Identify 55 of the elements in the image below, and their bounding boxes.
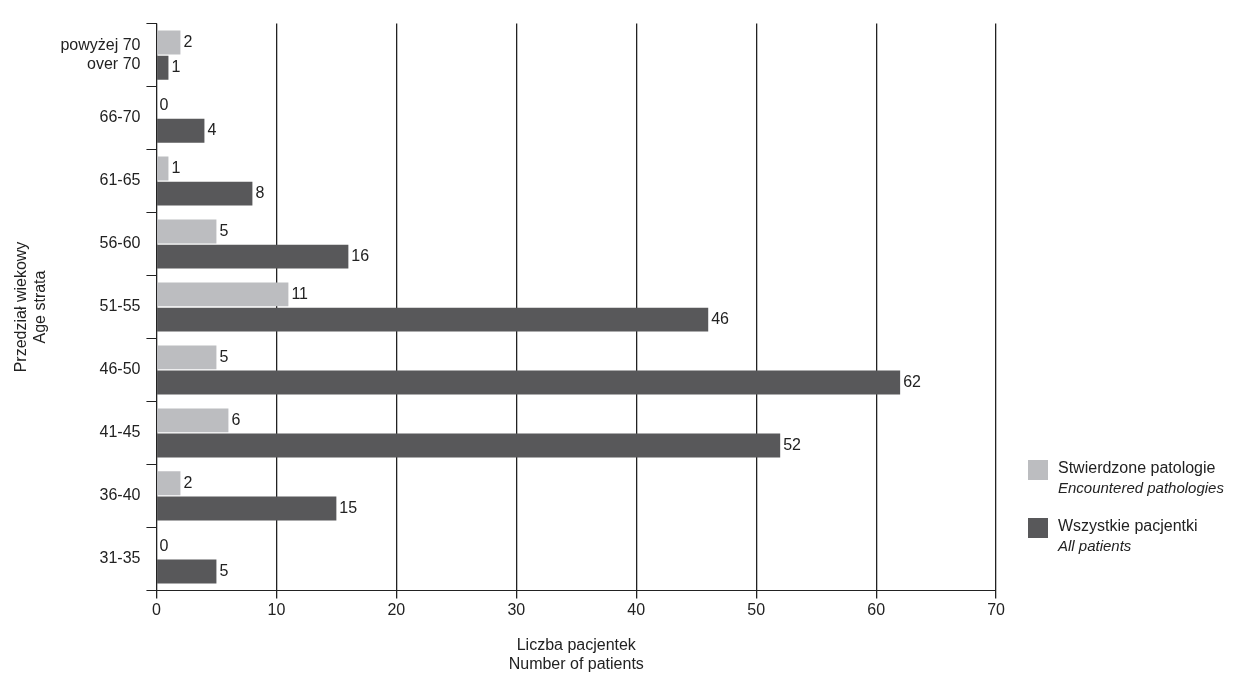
bar <box>157 282 289 307</box>
x-tick-label: 50 <box>747 601 766 619</box>
data-label: 4 <box>207 121 217 139</box>
bar <box>157 370 901 395</box>
y-tick-label: 31-35 <box>99 549 141 567</box>
bar <box>157 559 217 584</box>
data-label: 2 <box>183 473 193 491</box>
data-label: 1 <box>171 58 181 76</box>
data-label: 15 <box>339 498 358 516</box>
bar <box>157 408 229 433</box>
bar <box>157 118 205 143</box>
x-tick-label: 70 <box>987 601 1006 619</box>
bar <box>157 30 181 55</box>
x-tick-label: 0 <box>151 601 161 619</box>
x-tick-label: 40 <box>627 601 646 619</box>
data-label: 46 <box>711 310 730 327</box>
y-tick-label: 51-55 <box>99 297 141 315</box>
bar <box>157 307 709 332</box>
data-label: 6 <box>231 410 241 428</box>
y-tick-label: 56-60 <box>99 234 141 252</box>
y-tick-label: 46-50 <box>99 360 141 378</box>
legend-label: Stwierdzone patologie Encountered pathologies <box>1058 458 1224 498</box>
bar <box>157 181 253 206</box>
bar <box>157 345 217 370</box>
data-label: 62 <box>903 372 922 390</box>
bar <box>157 55 169 80</box>
bar <box>157 433 781 458</box>
y-axis-title: Przedział wiekowy Age strata <box>12 241 49 373</box>
data-label: 52 <box>783 435 802 453</box>
bar <box>157 219 217 244</box>
data-label: 0 <box>159 95 169 113</box>
x-tick-label: 30 <box>507 601 526 619</box>
legend-label: Wszystkie pacjentki All patients <box>1058 516 1198 556</box>
data-label: 5 <box>219 347 229 365</box>
bar <box>157 156 169 181</box>
data-label: 0 <box>159 536 169 554</box>
y-tick-label: 66-70 <box>99 108 141 126</box>
data-label: 1 <box>171 158 181 176</box>
x-tick-label: 10 <box>267 601 286 619</box>
bar <box>157 244 349 269</box>
data-label: 5 <box>219 221 229 239</box>
y-tick-label: 41-45 <box>99 423 141 441</box>
y-tick-label: 61-65 <box>99 171 141 189</box>
data-label: 8 <box>255 184 265 202</box>
x-tick-label: 60 <box>867 601 886 619</box>
x-axis-title: Liczba pacjentek Number of patients <box>508 635 644 672</box>
data-label: 16 <box>351 247 370 265</box>
data-label: 5 <box>219 561 229 579</box>
y-tick-label: powyżej 70 over 70 <box>60 35 141 73</box>
y-tick-label: 36-40 <box>99 486 141 504</box>
data-label: 11 <box>291 284 309 302</box>
data-label: 2 <box>183 32 193 50</box>
bar <box>157 496 337 521</box>
x-tick-label: 20 <box>387 601 406 619</box>
bar <box>157 471 181 496</box>
